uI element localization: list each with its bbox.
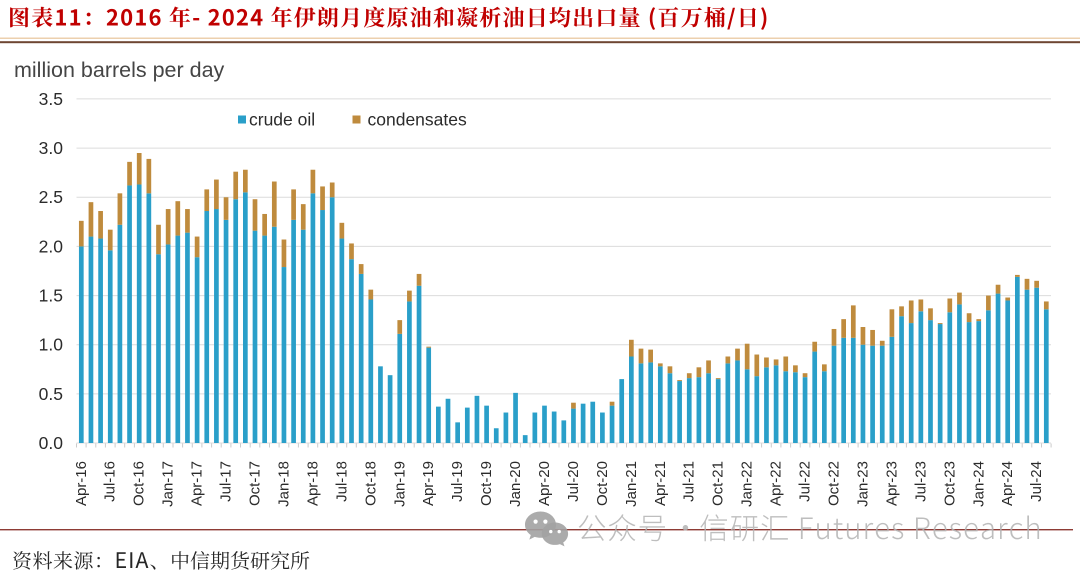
- svg-text:Oct-19: Oct-19: [478, 461, 495, 506]
- svg-text:Oct-17: Oct-17: [247, 461, 264, 506]
- svg-text:Jul-19: Jul-19: [449, 461, 466, 502]
- svg-text:0.5: 0.5: [39, 384, 63, 404]
- svg-text:condensates: condensates: [368, 110, 467, 130]
- svg-text:Apr-19: Apr-19: [420, 461, 437, 506]
- svg-text:Oct-21: Oct-21: [710, 461, 727, 506]
- svg-text:Jan-17: Jan-17: [160, 461, 177, 507]
- svg-text:Jan-20: Jan-20: [507, 461, 524, 507]
- svg-text:Oct-23: Oct-23: [941, 461, 958, 506]
- svg-text:Jan-23: Jan-23: [854, 461, 871, 507]
- svg-text:Jul-24: Jul-24: [1028, 461, 1045, 502]
- svg-text:Jul-20: Jul-20: [565, 461, 582, 502]
- svg-text:Apr-20: Apr-20: [536, 461, 553, 506]
- svg-text:Apr-16: Apr-16: [73, 461, 90, 506]
- svg-text:Apr-17: Apr-17: [189, 461, 206, 506]
- svg-text:3.0: 3.0: [39, 138, 64, 158]
- svg-text:3.5: 3.5: [39, 89, 63, 109]
- svg-text:Oct-16: Oct-16: [131, 461, 148, 506]
- svg-text:million barrels per day: million barrels per day: [14, 58, 225, 82]
- svg-text:Jul-18: Jul-18: [333, 461, 350, 502]
- svg-text:Oct-18: Oct-18: [362, 461, 379, 506]
- svg-text:Jul-21: Jul-21: [681, 461, 698, 502]
- svg-text:Jan-21: Jan-21: [623, 461, 640, 507]
- svg-text:Jan-18: Jan-18: [275, 461, 292, 507]
- svg-text:2.5: 2.5: [39, 187, 63, 207]
- svg-text:0.0: 0.0: [39, 433, 64, 453]
- svg-text:1.0: 1.0: [39, 335, 64, 355]
- svg-text:Jul-17: Jul-17: [218, 461, 235, 502]
- svg-text:Apr-18: Apr-18: [304, 461, 321, 506]
- svg-text:Jan-22: Jan-22: [739, 461, 756, 507]
- svg-text:Apr-22: Apr-22: [768, 461, 785, 506]
- svg-text:Apr-23: Apr-23: [883, 461, 900, 506]
- svg-text:Jul-16: Jul-16: [102, 461, 119, 502]
- svg-text:Jan-24: Jan-24: [970, 461, 987, 507]
- svg-text:Jul-23: Jul-23: [912, 461, 929, 502]
- svg-text:Jul-22: Jul-22: [797, 461, 814, 502]
- svg-text:Apr-21: Apr-21: [652, 461, 669, 506]
- svg-text:Apr-24: Apr-24: [999, 461, 1016, 506]
- svg-text:1.5: 1.5: [39, 286, 63, 306]
- svg-text:2.0: 2.0: [39, 236, 64, 256]
- svg-text:Jan-19: Jan-19: [391, 461, 408, 507]
- svg-text:Oct-20: Oct-20: [594, 461, 611, 506]
- svg-text:Oct-22: Oct-22: [826, 461, 843, 506]
- svg-text:crude oil: crude oil: [249, 110, 315, 130]
